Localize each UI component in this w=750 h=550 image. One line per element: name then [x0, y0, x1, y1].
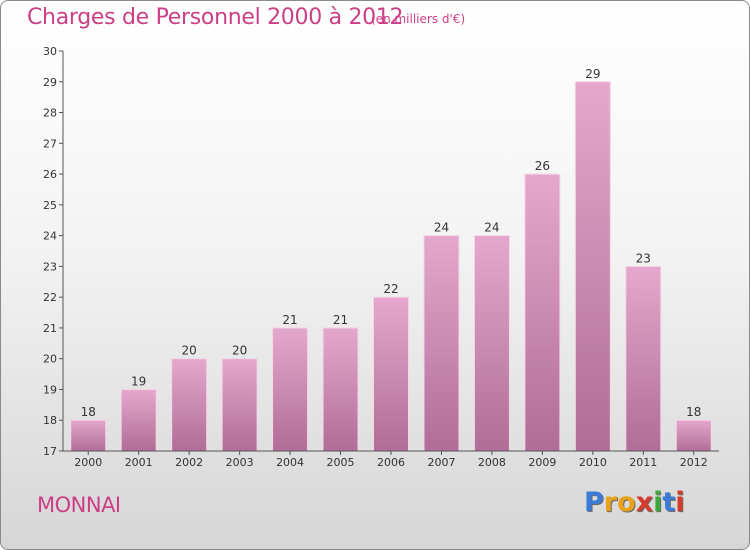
- y-tick-label-26: 26: [43, 168, 57, 181]
- x-tick-label-2011: 2011: [629, 456, 657, 469]
- chart-title: Charges de Personnel 2000 à 2012: [27, 5, 404, 30]
- x-tick-label-2012: 2012: [680, 456, 708, 469]
- x-tick-label-2007: 2007: [427, 456, 455, 469]
- bar-2012: [675, 419, 712, 452]
- y-tick-label-29: 29: [43, 76, 57, 89]
- x-tick-label-2002: 2002: [175, 456, 203, 469]
- axes: 2000 2001 2002 2003 2004 2005 2006 2007 2008 2009…: [43, 45, 719, 469]
- data-label-2009: 26: [535, 159, 550, 173]
- bars: 18 19 20 20 21 21 22 24 24 26 29 23 18: [70, 67, 712, 452]
- y-tick-label-20: 20: [43, 353, 57, 366]
- x-tick-label-2008: 2008: [478, 456, 506, 469]
- x-tick-label-2004: 2004: [276, 456, 304, 469]
- bar-2001: [120, 388, 157, 452]
- bar-2007: [423, 235, 460, 452]
- logo-letter: x: [635, 487, 654, 518]
- data-label-2012: 18: [686, 405, 701, 419]
- logo-letter: i: [653, 487, 663, 518]
- y-tick-label-17: 17: [43, 445, 57, 458]
- y-tick-label-21: 21: [43, 322, 57, 335]
- logo-letter: o: [617, 487, 636, 518]
- x-tick-label-2000: 2000: [74, 456, 102, 469]
- data-label-2004: 21: [282, 313, 297, 327]
- x-tick-label-2005: 2005: [327, 456, 355, 469]
- logo-letter: r: [603, 487, 618, 518]
- data-label-2003: 20: [232, 344, 247, 358]
- data-label-2001: 19: [131, 374, 146, 388]
- chart-unit: (en milliers d'€): [371, 12, 466, 26]
- bar-2004: [272, 327, 309, 452]
- y-tick-label-27: 27: [43, 137, 57, 150]
- x-tick-label-2003: 2003: [226, 456, 254, 469]
- x-tick-label-2009: 2009: [528, 456, 556, 469]
- y-tick-label-23: 23: [43, 260, 57, 273]
- logo-letter: t: [662, 487, 676, 518]
- x-tick-label-2001: 2001: [125, 456, 153, 469]
- y-tick-label-18: 18: [43, 414, 57, 427]
- x-tick-label-2006: 2006: [377, 456, 405, 469]
- commune-name: MONNAI: [37, 493, 121, 517]
- logo-letter: P: [584, 487, 604, 518]
- x-tick-label-2010: 2010: [579, 456, 607, 469]
- y-tick-label-30: 30: [43, 45, 57, 58]
- y-tick-label-19: 19: [43, 383, 57, 396]
- bar-2008: [473, 235, 510, 452]
- data-label-2000: 18: [81, 405, 96, 419]
- data-label-2005: 21: [333, 313, 348, 327]
- proxiti-logo: Proxiti: [584, 487, 685, 518]
- data-label-2007: 24: [434, 221, 449, 235]
- data-label-2006: 22: [383, 282, 398, 296]
- logo-letter: i: [675, 487, 685, 518]
- bar-2009: [524, 173, 561, 452]
- y-tick-label-24: 24: [43, 230, 57, 243]
- bar-2006: [373, 296, 409, 452]
- bar-2011: [625, 265, 662, 452]
- data-label-2011: 23: [636, 251, 651, 265]
- data-label-2002: 20: [182, 344, 197, 358]
- bar-2000: [70, 419, 107, 452]
- bar-2005: [322, 327, 359, 452]
- bar-2003: [221, 358, 258, 452]
- data-label-2008: 24: [484, 221, 499, 235]
- y-tick-label-28: 28: [43, 107, 57, 120]
- bar-2002: [171, 358, 208, 452]
- data-label-2010: 29: [585, 67, 600, 81]
- y-tick-label-22: 22: [43, 291, 57, 304]
- y-tick-label-25: 25: [43, 199, 57, 212]
- bar-2010: [574, 81, 611, 452]
